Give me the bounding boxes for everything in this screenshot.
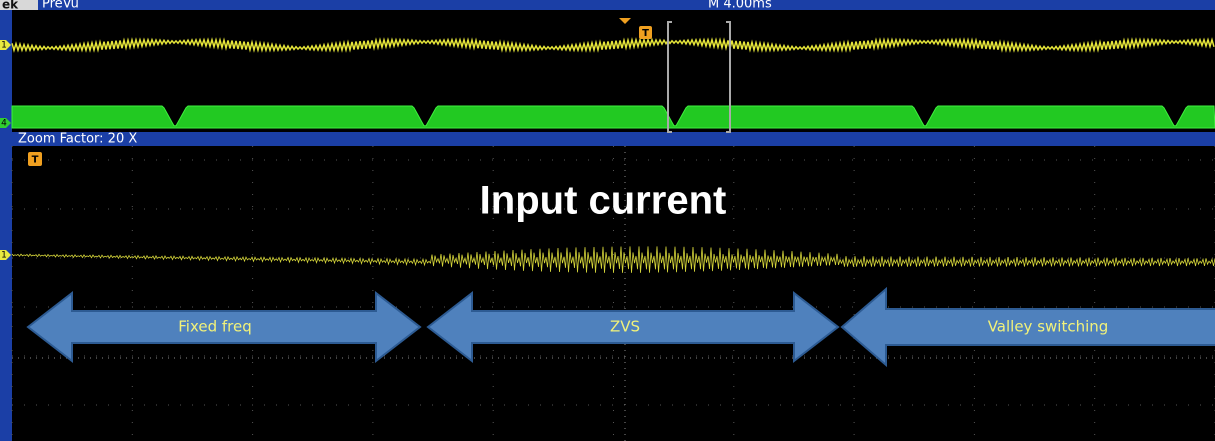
channel-marker: 1 [1,41,7,51]
zoom-label: Zoom Factor: 20 X [18,132,137,147]
zoom-channel-marker: 1 [1,251,7,261]
region-label: Fixed freq [178,318,252,336]
zoom-title: Input current [480,179,727,223]
region-label: Valley switching [988,318,1109,336]
mode: PreVu [42,0,79,12]
trigger-marker: T [642,28,649,39]
scope-screen: ek PreVu M 4.00ms Zoom Factor: 20 X T 1 … [0,0,1215,441]
overview-trace [12,106,1215,128]
timebase: M 4.00ms [708,0,772,12]
page: ek PreVu M 4.00ms Zoom Factor: 20 X T 1 … [0,0,1215,441]
channel-marker: 4 [1,119,7,129]
zoom-trigger-marker: T [32,155,39,166]
region-label: ZVS [610,318,640,336]
brand: ek [2,0,19,12]
